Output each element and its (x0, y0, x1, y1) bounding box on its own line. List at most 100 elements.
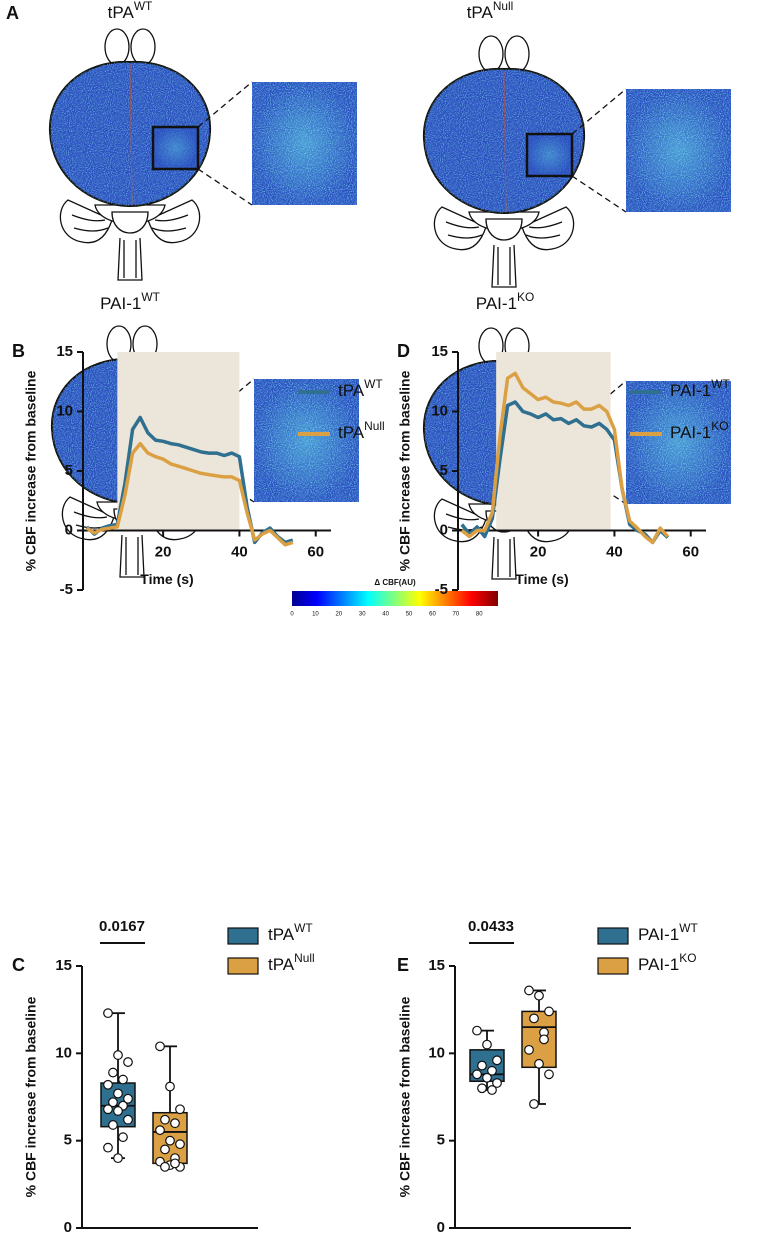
data-point (472, 1025, 482, 1036)
data-point (175, 1104, 185, 1115)
image-label: tPANull (467, 0, 514, 22)
data-point (477, 1083, 487, 1094)
panel-letter: B (12, 341, 25, 361)
data-point (118, 1074, 128, 1085)
data-point (160, 1114, 170, 1125)
legend-label-sup: Null (364, 419, 384, 433)
y-axis-title: % CBF increase from baseline (23, 996, 39, 1197)
data-point (113, 1153, 123, 1164)
data-point (534, 990, 544, 1001)
legend-label-main: tPA (268, 955, 295, 974)
legend-label-main: tPA (268, 925, 295, 944)
data-point (477, 1060, 487, 1071)
legend-label: tPANull (268, 951, 315, 974)
y-tick-label: 15 (56, 343, 73, 360)
legend-label-main: PAI-1 (670, 381, 711, 400)
data-point (529, 1099, 539, 1109)
image-label-main: tPA (467, 3, 494, 22)
legend-label: PAI-1KO (638, 951, 696, 974)
colorbar-tick-label: 30 (359, 612, 366, 618)
legend-label-sup: WT (364, 377, 383, 391)
data-point (165, 1135, 175, 1146)
y-tick-label: 0 (65, 521, 73, 538)
x-tick-label: 60 (307, 543, 324, 560)
y-tick-label: 10 (55, 1044, 72, 1061)
colorbar (292, 591, 498, 606)
colorbar-tick-label: 60 (429, 612, 436, 618)
y-tick-label: 10 (431, 402, 448, 419)
data-point (123, 1093, 133, 1104)
legend-label-sup: WT (294, 921, 313, 935)
image-label-main: tPA (108, 3, 135, 22)
data-point (113, 1088, 123, 1099)
legend-label: PAI-1KO (670, 419, 728, 442)
data-point (170, 1158, 180, 1169)
legend-label: PAI-1WT (670, 377, 730, 400)
data-point (487, 1065, 497, 1076)
legend-label-main: PAI-1 (670, 423, 711, 442)
data-point (108, 1097, 118, 1108)
legend-label: tPAWT (338, 377, 383, 400)
data-point (103, 1104, 113, 1115)
image-label: tPAWT (108, 0, 153, 22)
data-point (118, 1132, 128, 1143)
x-tick-label: 40 (231, 543, 248, 560)
y-tick-label: 15 (431, 343, 448, 360)
stimulus-period (117, 352, 240, 531)
data-point (472, 1069, 482, 1080)
legend-swatch (227, 927, 259, 945)
legend-label: PAI-1WT (638, 921, 698, 944)
data-point (544, 1006, 554, 1017)
colorbar-tick-label: 10 (312, 612, 319, 618)
image-label-main: PAI-1 (476, 294, 517, 313)
data-point (155, 1041, 165, 1052)
legend-swatch (227, 957, 259, 975)
image-label: PAI-1WT (100, 290, 160, 313)
data-point (492, 1055, 502, 1066)
colorbar-tick-label: 40 (382, 612, 389, 618)
data-point (544, 1069, 554, 1080)
data-point (113, 1050, 123, 1060)
image-label-sup: KO (517, 290, 534, 304)
x-tick-label: 20 (155, 543, 172, 560)
legend-label: tPAWT (268, 921, 313, 944)
data-point (482, 1039, 492, 1050)
series-line (460, 371, 670, 545)
y-tick-label: 5 (440, 462, 448, 479)
legend-label-sup: KO (711, 419, 728, 433)
x-tick-label: 40 (606, 543, 623, 560)
y-axis-title: % CBF increase from baseline (23, 370, 39, 571)
y-tick-label: 15 (55, 957, 72, 974)
legend-swatch (597, 927, 629, 945)
y-tick-label: 5 (65, 462, 73, 479)
data-point (108, 1067, 118, 1078)
x-axis-title: Time (s) (140, 571, 193, 587)
panel-letter: E (397, 955, 409, 975)
data-point (103, 1142, 113, 1153)
y-tick-label: 0 (64, 1219, 72, 1236)
data-point (487, 1085, 497, 1095)
image-label: PAI-1KO (476, 290, 534, 313)
legend-label: tPANull (338, 419, 385, 442)
data-point (165, 1081, 175, 1092)
data-point (524, 985, 534, 996)
legend-label-main: tPA (338, 381, 365, 400)
x-tick-label: 60 (682, 543, 699, 560)
y-tick-label: 0 (440, 521, 448, 538)
series-line (85, 441, 294, 547)
y-tick-label: -5 (60, 581, 73, 598)
y-tick-label: -5 (435, 581, 448, 598)
colorbar-tick-label: 50 (406, 612, 413, 618)
legend-label-sup: WT (711, 377, 730, 391)
colorbar-tick-label: 70 (453, 612, 460, 618)
image-label-sup: Null (493, 0, 513, 13)
data-point (103, 1008, 113, 1019)
data-point (155, 1125, 165, 1136)
y-tick-label: 10 (428, 1044, 445, 1061)
data-point (108, 1120, 118, 1130)
colorbar-tick-label: 80 (476, 612, 483, 618)
legend-label-sup: KO (679, 951, 696, 965)
data-point (103, 1079, 113, 1090)
stimulus-period (496, 352, 611, 531)
